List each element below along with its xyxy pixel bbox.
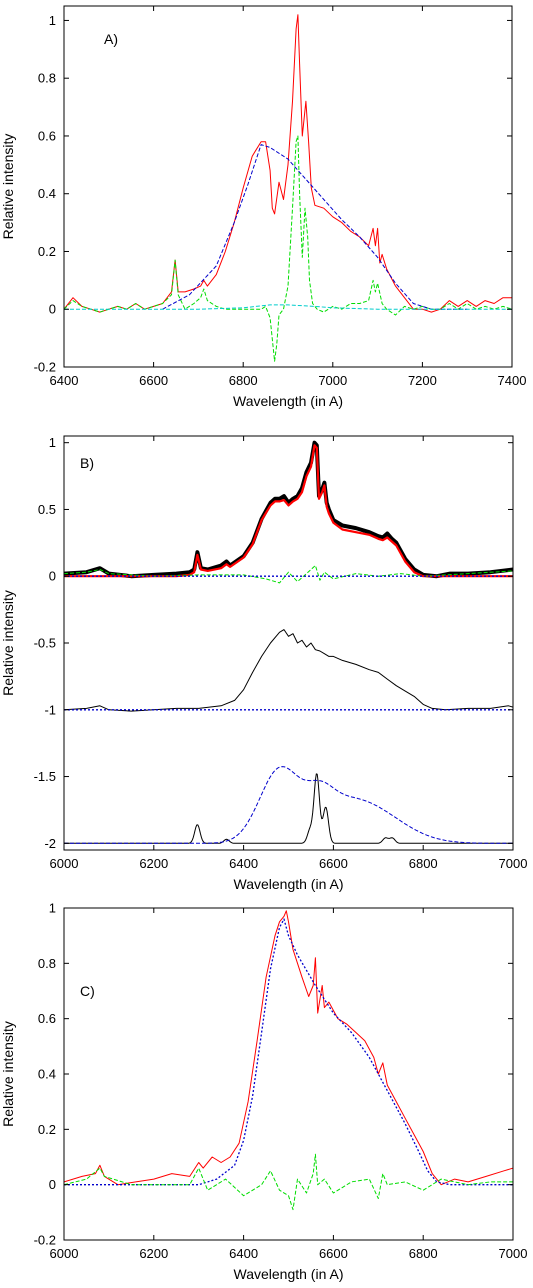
series-line-3 — [64, 304, 512, 310]
y-axis-label: Relative intensity — [0, 134, 16, 240]
series-line-0 — [64, 440, 513, 579]
x-tick-label: 7200 — [408, 373, 437, 388]
y-tick-label: 0 — [49, 1177, 56, 1192]
y-tick-label: 1 — [49, 901, 56, 916]
y-tick-label: -1 — [44, 702, 56, 717]
y-axis-label: Relative intensity — [0, 590, 16, 696]
series-line-1 — [64, 135, 512, 362]
y-tick-label: 0.4 — [38, 1067, 56, 1082]
series-group — [64, 440, 513, 844]
panel-label: A) — [104, 31, 118, 47]
panel-b: 6000 6200 6400 6600 6800 7000 -2 -1.5 -1 -0.5 0 0.5… — [0, 435, 527, 892]
x-tick-label: 6400 — [229, 1246, 258, 1261]
y-tick-label: -0.5 — [34, 636, 56, 651]
y-tick-label: 1 — [49, 435, 56, 450]
series-group — [64, 14, 512, 362]
x-tick-label: 6400 — [50, 373, 79, 388]
panel-a: 6400 6600 6800 7000 7200 7400 -0.2 0 0.2 0.4 0.6 0.… — [0, 5, 527, 409]
y-tick-label: -1.5 — [34, 769, 56, 784]
y-tick-label: 0.4 — [38, 186, 56, 201]
y-tick-label: -0.2 — [34, 1233, 56, 1248]
x-tick-label: 7000 — [499, 856, 528, 871]
series-line-7 — [64, 766, 513, 844]
y-tick-label: 1 — [49, 13, 56, 28]
x-tick-label: 6600 — [139, 373, 168, 388]
series-line-0 — [64, 14, 512, 313]
x-axis-label: Wavelength (in A) — [233, 393, 343, 409]
y-tick-label: -0.2 — [34, 360, 56, 375]
x-tick-label: 7000 — [499, 1246, 528, 1261]
x-axis-label: Wavelength (in A) — [234, 1266, 344, 1282]
plot-frame — [63, 435, 514, 851]
y-tick-label: -2 — [44, 836, 56, 851]
y-tick-label: 0 — [49, 302, 56, 317]
panel-c: 6000 6200 6400 6600 6800 7000 -0.2 0 0.2 0.4 0.6 0.… — [0, 901, 527, 1283]
series-line-2 — [64, 565, 513, 584]
x-tick-label: 6400 — [229, 856, 258, 871]
series-line-1 — [64, 918, 513, 1186]
x-axis-label: Wavelength (in A) — [234, 876, 344, 892]
plot-frame — [63, 5, 513, 368]
x-tick-label: 6200 — [139, 1246, 168, 1261]
x-tick-label: 6000 — [50, 1246, 79, 1261]
x-tick-label: 6200 — [139, 856, 168, 871]
plot-frame — [63, 907, 514, 1241]
x-tick-label: 6800 — [409, 856, 438, 871]
y-axis-label: Relative intensity — [0, 1021, 16, 1127]
panel-label: C) — [80, 983, 95, 999]
series-line-4 — [64, 629, 513, 712]
x-tick-label: 7000 — [318, 373, 347, 388]
y-tick-label: 0.2 — [38, 244, 56, 259]
y-tick-label: 0.6 — [38, 1011, 56, 1026]
y-tick-label: 0.5 — [38, 502, 56, 517]
x-tick-label: 6800 — [409, 1246, 438, 1261]
x-tick-label: 6000 — [50, 856, 79, 871]
series-group — [64, 910, 513, 1211]
x-tick-label: 6600 — [319, 856, 348, 871]
y-tick-label: 0.8 — [38, 956, 56, 971]
series-line-2 — [64, 1153, 513, 1211]
x-tick-label: 7400 — [498, 373, 527, 388]
series-line-6 — [64, 773, 513, 844]
series-line-1 — [64, 444, 513, 578]
y-tick-label: 0.8 — [38, 71, 56, 86]
x-tick-label: 6600 — [319, 1246, 348, 1261]
series-line-0 — [64, 910, 513, 1186]
panel-label: B) — [80, 455, 94, 471]
series-line-2 — [162, 144, 468, 310]
y-tick-label: 0 — [49, 569, 56, 584]
x-tick-label: 6800 — [229, 373, 258, 388]
y-tick-label: 0.6 — [38, 128, 56, 143]
y-tick-label: 0.2 — [38, 1122, 56, 1137]
